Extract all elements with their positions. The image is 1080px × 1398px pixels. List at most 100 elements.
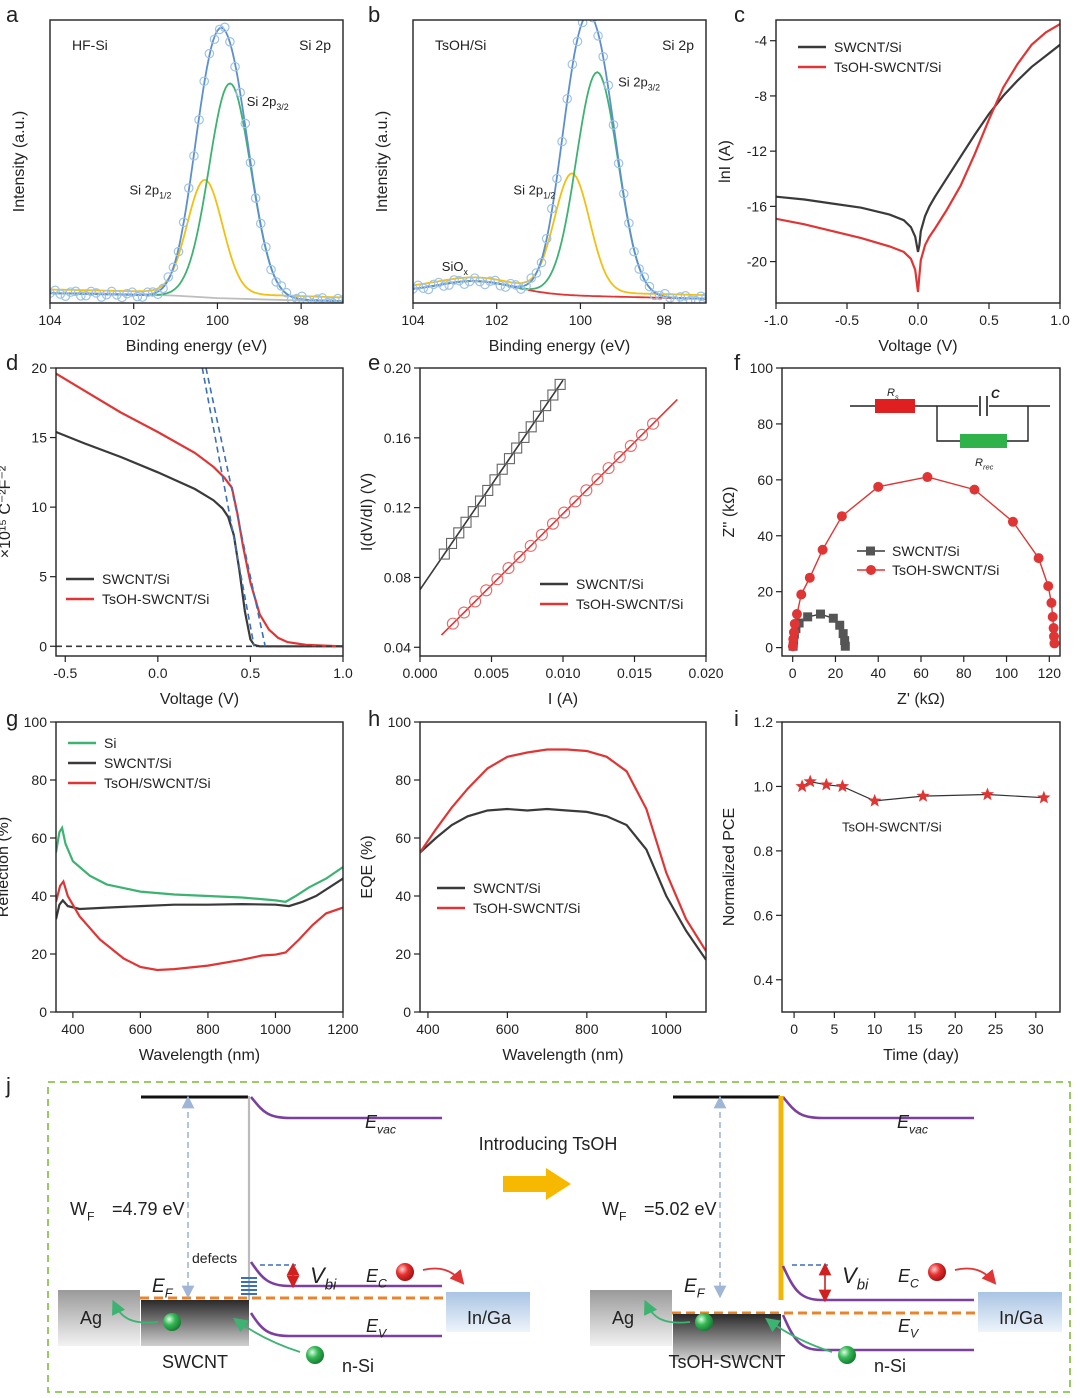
data-point — [557, 136, 567, 147]
data-point — [153, 289, 163, 300]
x-tick-label-b: 98 — [656, 312, 672, 328]
x-tick-label-a: 100 — [206, 312, 230, 328]
x-tick-label-d: -0.5 — [53, 665, 77, 681]
x-tick-label-i: 30 — [1028, 1021, 1044, 1037]
data-point — [106, 286, 117, 297]
data-point — [572, 36, 583, 47]
data-point — [546, 517, 560, 530]
legend-marker — [866, 565, 876, 575]
data-point — [50, 288, 55, 298]
rs-resistor — [875, 399, 915, 413]
x-tick-label-i: 0 — [790, 1021, 798, 1037]
annotation-1/2-main: Si 2p — [513, 183, 543, 198]
data-point — [796, 589, 807, 600]
data-point — [521, 281, 531, 291]
valence-band — [781, 1314, 974, 1352]
x-tick-label-f: 120 — [1038, 665, 1062, 681]
data-point — [276, 281, 287, 291]
data-point — [163, 272, 174, 282]
y-tick-label-g: 40 — [31, 888, 47, 904]
panel-i: i 0 5 10 15 20 25 30 0.4 0.6 0.8 1.0 1.2 Time (day) No… — [721, 706, 1061, 1064]
data-point — [112, 290, 122, 300]
circuit-label-rs: Rs — [887, 387, 899, 401]
annotation-3/2: Si 2p3/2 — [618, 74, 660, 92]
data-point — [788, 627, 799, 638]
x-tick-label-h: 600 — [496, 1021, 520, 1037]
data-point — [142, 287, 153, 298]
data-point — [219, 22, 230, 33]
legend-label: TsOH-SWCNT/Si — [834, 59, 941, 75]
data-point — [584, 7, 592, 15]
data-point — [1049, 638, 1060, 649]
data-point — [496, 463, 508, 475]
data-point — [577, 20, 588, 28]
data-point — [803, 612, 813, 622]
data-point — [245, 157, 256, 168]
hole-arrow — [233, 1317, 301, 1353]
annotation-3/2: Si 2p3/2 — [247, 94, 289, 112]
x-tick-label-e: 0.010 — [545, 665, 580, 681]
axes-frame-a — [49, 19, 344, 304]
ingaa-contact — [978, 1292, 1062, 1332]
series-fit2 — [205, 368, 266, 647]
x-tick-label-g: 600 — [129, 1021, 153, 1037]
data-point — [552, 173, 562, 184]
y-tick-label-h: 0 — [403, 1004, 411, 1020]
hole-arrow — [765, 1317, 833, 1353]
y-tick-label-c: -20 — [747, 254, 767, 270]
data-point — [835, 620, 845, 630]
data-point — [635, 428, 649, 441]
y-tick-label-e: 0.16 — [384, 430, 411, 446]
evac-label-sub: vac — [909, 1122, 928, 1136]
data-point — [593, 31, 603, 41]
y-tick-label-h: 40 — [395, 888, 411, 904]
data-point — [122, 288, 132, 299]
x-tick-label-g: 800 — [196, 1021, 220, 1037]
data-point — [922, 472, 933, 483]
data-point — [101, 289, 112, 300]
circuit-label-rs-sub: s — [895, 392, 899, 401]
data-point — [836, 511, 847, 522]
annotation-x: SiOx — [442, 259, 469, 277]
legend-label: TsOH-SWCNT/Si — [892, 562, 999, 578]
y-tick-label-c: -8 — [755, 88, 768, 104]
series-swcnt-si — [776, 43, 1060, 253]
data-point — [438, 548, 450, 560]
vbi-label-sub: bi — [325, 1277, 337, 1294]
data-point — [526, 273, 537, 283]
x-axis-label-b: Binding energy (eV) — [489, 338, 630, 355]
annotation-3/2-main: Si 2p — [618, 74, 648, 89]
x-tick-label-d: 0.5 — [241, 665, 261, 681]
y-tick-label-f: 80 — [757, 416, 773, 432]
data-point — [675, 292, 686, 302]
x-tick-label-i: 20 — [947, 1021, 963, 1037]
data-point-star — [868, 793, 882, 807]
band-frame — [47, 1081, 1071, 1393]
data-point-star — [835, 779, 850, 793]
work-function-value: =4.79 eV — [112, 1199, 185, 1219]
ingaa-label: In/Ga — [467, 1308, 512, 1328]
data-point — [178, 217, 189, 228]
data-point — [457, 606, 471, 619]
x-axis-label-a: Binding energy (eV) — [126, 338, 267, 355]
data-point-star — [803, 774, 817, 788]
data-point — [518, 431, 530, 443]
hole-ball — [695, 1313, 713, 1331]
x-tick-label-g: 400 — [61, 1021, 85, 1037]
fermi-label-main: E — [152, 1276, 165, 1297]
x-tick-label-h: 400 — [416, 1021, 440, 1037]
data-point — [261, 242, 271, 252]
panel-label-i: i — [734, 706, 739, 731]
data-point — [482, 484, 494, 496]
panel-title-right-a: Si 2p — [299, 37, 331, 53]
x-tick-label-h: 800 — [575, 1021, 599, 1037]
vbi-label-sub: bi — [857, 1277, 869, 1294]
annotation-1/2: Si 2p1/2 — [129, 183, 171, 201]
work-function-label: WF — [70, 1199, 94, 1223]
y-tick-label-d: 15 — [31, 430, 47, 446]
ev-label-sub: V — [378, 1326, 388, 1340]
y-tick-label-f: 40 — [757, 528, 773, 544]
x-tick-label-a: 98 — [293, 312, 309, 328]
data-point — [240, 118, 251, 129]
